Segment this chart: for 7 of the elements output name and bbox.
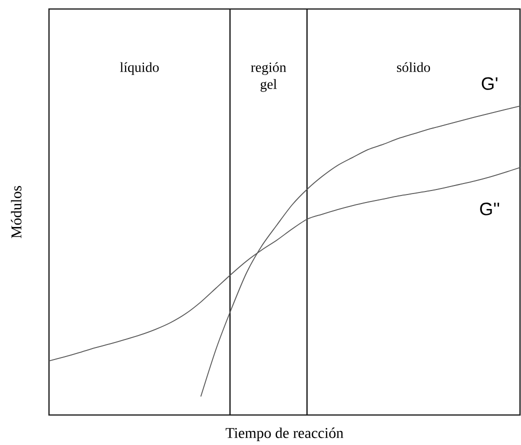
y-axis-title: Módulos — [10, 186, 22, 238]
text: región gel — [250, 62, 286, 92]
series-label: G' — [482, 77, 498, 90]
text: sólido — [397, 62, 430, 72]
series-label: G'' — [480, 202, 500, 216]
x-axis-title: Tiempo de reacción — [226, 428, 344, 442]
text: líquido — [120, 62, 159, 75]
